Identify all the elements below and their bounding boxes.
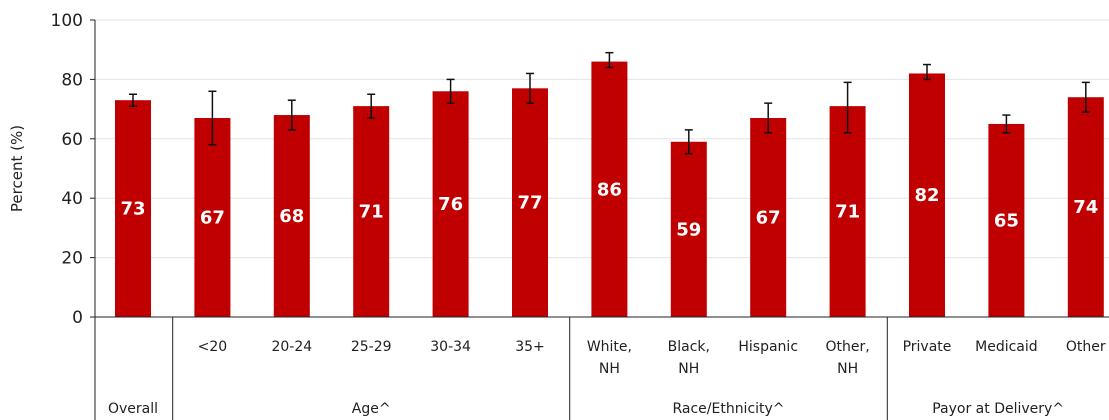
category-label: White, xyxy=(587,339,632,355)
bar xyxy=(273,115,310,317)
bar xyxy=(194,118,231,317)
category-label: 25-29 xyxy=(351,339,392,355)
bar xyxy=(1067,97,1104,317)
data-label: 86 xyxy=(597,179,622,200)
category-label: Other xyxy=(1066,339,1106,355)
category-label: NH xyxy=(599,361,620,377)
data-label: 65 xyxy=(994,210,1019,231)
category-label: Medicaid xyxy=(975,339,1038,355)
y-tick-label: 0 xyxy=(72,308,83,328)
group-label: Age^ xyxy=(352,401,391,417)
y-tick-label: 60 xyxy=(61,130,83,150)
bar xyxy=(115,100,151,317)
bar xyxy=(750,118,787,317)
bar xyxy=(353,106,390,317)
category-label: NH xyxy=(837,361,858,377)
data-label: 73 xyxy=(120,199,145,220)
data-label: 68 xyxy=(279,206,304,227)
category-label: NH xyxy=(678,361,699,377)
category-label: 35+ xyxy=(515,339,545,355)
data-label: 76 xyxy=(438,194,463,215)
category-label: Other, xyxy=(825,339,869,355)
data-label: 59 xyxy=(676,219,701,240)
data-label: 71 xyxy=(359,202,384,223)
data-label: 67 xyxy=(200,208,225,229)
category-label: 20-24 xyxy=(271,339,312,355)
group-label: Race/Ethnicity^ xyxy=(672,401,784,417)
bar xyxy=(432,91,469,317)
data-label: 74 xyxy=(1073,197,1098,218)
y-tick-label: 80 xyxy=(61,70,83,90)
bar xyxy=(829,106,866,317)
category-label: Overall xyxy=(108,401,158,417)
data-label: 82 xyxy=(914,185,939,206)
category-label: Black, xyxy=(668,339,710,355)
bar xyxy=(512,88,548,317)
bar xyxy=(591,61,628,317)
bar xyxy=(988,123,1025,317)
data-label: 67 xyxy=(756,208,781,229)
bar xyxy=(670,141,707,317)
category-label: Hispanic xyxy=(738,339,798,355)
y-axis-title: Percent (%) xyxy=(8,125,26,212)
data-label: 77 xyxy=(517,193,542,214)
bar xyxy=(909,73,945,318)
group-label: Payor at Delivery^ xyxy=(932,401,1064,417)
category-label: Private xyxy=(903,339,952,355)
y-tick-label: 40 xyxy=(61,189,83,209)
y-tick-label: 20 xyxy=(61,249,83,269)
category-label: 30-34 xyxy=(430,339,471,355)
data-label: 71 xyxy=(835,202,860,223)
category-label: <20 xyxy=(198,339,228,355)
y-tick-label: 100 xyxy=(51,11,83,31)
